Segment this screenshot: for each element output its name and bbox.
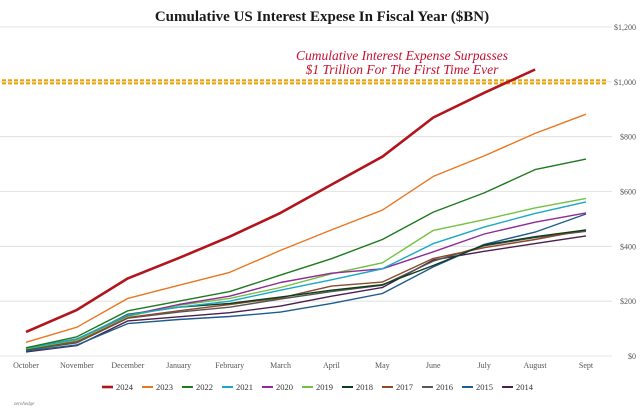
reference-line-layer	[2, 79, 606, 85]
legend: 2024 2023 2022 2021 2020 2019 2018 2017 2016 2015…	[102, 382, 534, 392]
x-tick-label: February	[215, 361, 244, 370]
y-tick-label: $1,200	[614, 23, 636, 32]
annotation-line: $1 Trillion For The First Time Ever	[306, 62, 500, 77]
y-tick-label: $600	[620, 188, 636, 197]
x-tick-label: November	[60, 361, 94, 370]
x-tick-label: October	[13, 361, 39, 370]
x-tick-label: January	[166, 361, 191, 370]
legend-label: 2022	[196, 382, 213, 392]
legend-label: 2017	[396, 382, 413, 392]
series-line-2014	[25, 235, 587, 353]
chart-title: Cumulative US Interest Expese In Fiscal …	[155, 9, 489, 25]
y-tick-label: $200	[620, 297, 636, 306]
legend-label: 2020	[276, 382, 293, 392]
series-line-2019	[25, 197, 587, 350]
legend-label: 2015	[476, 382, 493, 392]
legend-label: 2018	[356, 382, 373, 392]
x-tick-label: July	[478, 361, 491, 370]
legend-label: 2014	[516, 382, 534, 392]
source-note: zerohedge	[13, 402, 35, 407]
x-tick-label: December	[111, 361, 144, 370]
annotation-line: Cumulative Interest Expense Surpasses	[296, 48, 508, 63]
grid	[0, 26, 612, 357]
legend-label: 2016	[436, 382, 453, 392]
series-line-2022	[25, 158, 587, 349]
x-tick-label: March	[270, 361, 291, 370]
x-tick-label: May	[375, 361, 390, 370]
series-line-2023	[25, 113, 587, 343]
x-axis: October November December January February Ma…	[13, 361, 594, 370]
y-tick-label: $800	[620, 133, 636, 142]
series-line-2017	[25, 229, 587, 350]
series-line-2015	[25, 213, 587, 352]
legend-label: 2024	[116, 382, 134, 392]
y-tick-label: $400	[620, 242, 636, 251]
x-tick-label: Sept	[579, 361, 594, 370]
series-line-2024	[25, 68, 536, 334]
y-tick-label: $1,000	[614, 78, 636, 87]
legend-label: 2019	[316, 382, 333, 392]
series-layer	[25, 68, 587, 353]
x-tick-label: June	[426, 361, 441, 370]
annotation: Cumulative Interest Expense Surpasses$1 …	[296, 48, 508, 77]
x-tick-label: April	[323, 361, 341, 370]
series-line-2021	[25, 201, 587, 349]
legend-label: 2021	[236, 382, 253, 392]
legend-label: 2023	[156, 382, 173, 392]
y-tick-label: $0	[628, 352, 636, 361]
y-axis: $0 $200 $400 $600 $800 $1,000 $1,200	[614, 23, 636, 361]
x-tick-label: August	[524, 361, 548, 370]
